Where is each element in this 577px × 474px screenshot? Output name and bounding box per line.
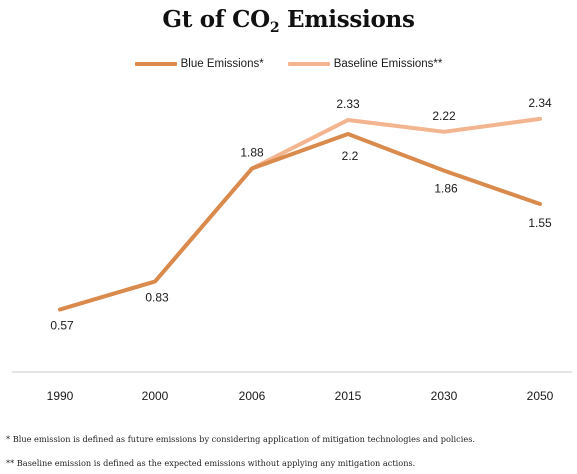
chart-title-main: Gt of CO — [162, 6, 270, 33]
data-label-baseline: 2.34 — [528, 96, 552, 110]
x-tick-label: 2030 — [431, 389, 458, 403]
legend-swatch-blue — [134, 62, 177, 66]
data-label-baseline: 1.88 — [240, 145, 264, 159]
legend-label-blue: Blue Emissions* — [180, 58, 264, 70]
data-label-blue: 1.86 — [434, 182, 458, 196]
footnote-baseline: ** Baseline emission is defined as the e… — [6, 458, 416, 468]
x-tick-label: 2006 — [239, 389, 266, 403]
x-tick-label: 2050 — [527, 389, 554, 403]
data-label-baseline: 2.33 — [336, 97, 360, 111]
series-line-baseline — [58, 116, 542, 312]
legend-swatch-baseline — [287, 62, 330, 66]
data-label-baseline: 0.83 — [145, 291, 169, 305]
data-label-baseline: 2.22 — [432, 109, 456, 123]
legend: Blue Emissions* Baseline Emissions** — [0, 58, 577, 70]
legend-item-blue: Blue Emissions* — [134, 58, 264, 70]
legend-item-baseline: Baseline Emissions** — [287, 58, 443, 70]
data-label-baseline: 0.57 — [50, 319, 74, 333]
x-tick-label: 2000 — [142, 389, 169, 403]
x-tick-label: 2015 — [335, 389, 362, 403]
data-label-blue: 1.55 — [528, 216, 552, 230]
chart-title: Gt of CO2 Emissions — [0, 6, 577, 36]
chart-title-subscript: 2 — [269, 20, 280, 36]
data-label-blue: 2.2 — [342, 149, 359, 163]
chart-title-tail: Emissions — [279, 6, 415, 33]
footnote-blue: * Blue emission is defined as future emi… — [6, 434, 476, 444]
x-tick-label: 1990 — [47, 389, 74, 403]
legend-label-baseline: Baseline Emissions** — [333, 58, 443, 70]
series-line-blue — [58, 132, 542, 312]
